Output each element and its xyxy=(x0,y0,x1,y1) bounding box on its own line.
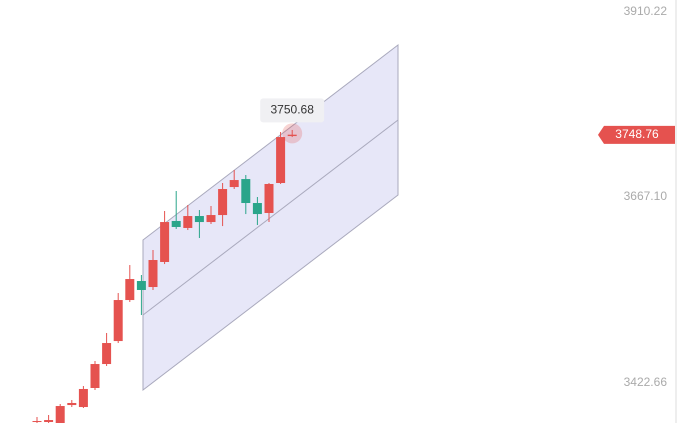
tooltip-box xyxy=(260,98,325,123)
candle-body xyxy=(78,388,88,408)
candle-body xyxy=(206,215,216,223)
candle-body xyxy=(32,421,42,423)
candle-body xyxy=(276,137,286,184)
candle-body xyxy=(102,343,112,365)
price-tag-label: 3748.76 xyxy=(615,127,659,141)
candle-body xyxy=(125,279,135,301)
candle-body xyxy=(183,216,193,228)
candle-body xyxy=(55,406,65,423)
candle-body xyxy=(67,402,77,406)
candle-body xyxy=(171,220,181,227)
candle-body xyxy=(148,260,158,288)
channel-midline xyxy=(142,119,399,316)
y-tick-label: 3667.10 xyxy=(624,189,668,203)
candle-body xyxy=(252,203,262,215)
candle-body xyxy=(287,134,297,137)
price-tag xyxy=(598,125,675,144)
candle-body xyxy=(136,281,146,290)
y-tick-label: 3422.66 xyxy=(624,375,668,389)
candle-body xyxy=(229,180,239,188)
candle-body xyxy=(194,216,204,223)
candle-body xyxy=(113,300,123,342)
tooltip-text: 3750.68 xyxy=(271,103,315,117)
candle-body xyxy=(264,183,274,213)
candle-body xyxy=(241,179,251,204)
crosshair-glow xyxy=(282,123,303,144)
candle-body xyxy=(160,222,170,262)
candle-body xyxy=(44,420,54,423)
y-tick-label: 3910.22 xyxy=(624,4,668,18)
candle-body xyxy=(218,189,228,216)
candle-body xyxy=(90,364,100,388)
